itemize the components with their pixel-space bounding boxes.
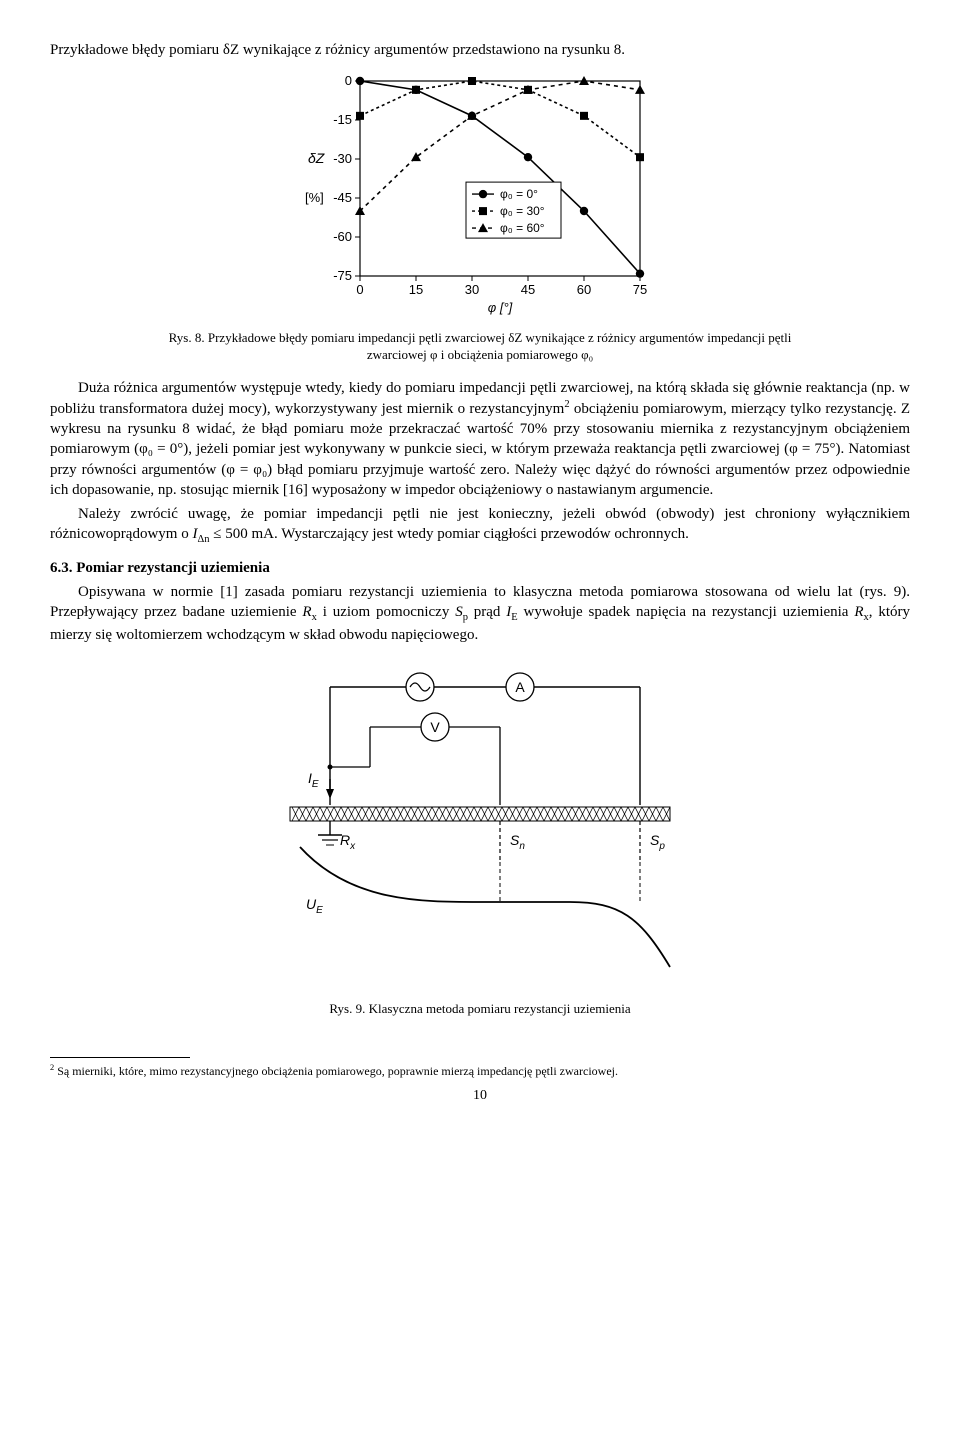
fig8-caption-line2: zwarciowej φ i obciążenia pomiarowego φ₀ bbox=[367, 347, 593, 362]
para3-text-b: i uziom pomocniczy bbox=[317, 604, 455, 620]
svg-text:45: 45 bbox=[521, 282, 535, 297]
svg-text:φ₀ = 60°: φ₀ = 60° bbox=[500, 221, 545, 235]
svg-text:60: 60 bbox=[577, 282, 591, 297]
svg-text:Sp: Sp bbox=[650, 832, 665, 852]
svg-text:30: 30 bbox=[465, 282, 479, 297]
paragraph-1: Duża różnica argumentów występuje wtedy,… bbox=[50, 378, 910, 501]
paragraph-3: Opisywana w normie [1] zasada pomiaru re… bbox=[50, 582, 910, 646]
footnote-text: Są mierniki, które, mimo rezystancyjnego… bbox=[54, 1064, 618, 1078]
svg-text:V: V bbox=[430, 719, 440, 735]
svg-text:-75: -75 bbox=[333, 268, 352, 283]
svg-text:0: 0 bbox=[356, 282, 363, 297]
footnote-rule bbox=[50, 1057, 190, 1058]
svg-text:A: A bbox=[515, 679, 525, 695]
figure-9-caption: Rys. 9. Klasyczna metoda pomiaru rezysta… bbox=[50, 1000, 910, 1018]
svg-text:δZ: δZ bbox=[308, 150, 325, 166]
section-6-3-title: 6.3. Pomiar rezystancji uziemienia bbox=[50, 558, 910, 578]
paragraph-2: Należy zwrócić uwagę, że pomiar impedanc… bbox=[50, 504, 910, 547]
svg-text:75: 75 bbox=[633, 282, 647, 297]
figure-8-caption: Rys. 8. Przykładowe błędy pomiaru impeda… bbox=[50, 329, 910, 364]
page-number: 10 bbox=[50, 1087, 910, 1106]
svg-text:φ₀ = 30°: φ₀ = 30° bbox=[500, 204, 545, 218]
svg-text:-30: -30 bbox=[333, 151, 352, 166]
svg-text:UE: UE bbox=[306, 896, 323, 916]
svg-text:-15: -15 bbox=[333, 112, 352, 127]
svg-text:15: 15 bbox=[409, 282, 423, 297]
fig8-caption-line1: Rys. 8. Przykładowe błędy pomiaru impeda… bbox=[169, 330, 792, 345]
svg-text:φ [°]: φ [°] bbox=[488, 300, 513, 315]
svg-text:-60: -60 bbox=[333, 229, 352, 244]
figure-9-diagram: A V IE Rx Sn Sp UE bbox=[50, 657, 910, 993]
svg-text:Rx: Rx bbox=[340, 832, 356, 852]
svg-text:φ₀ = 0°: φ₀ = 0° bbox=[500, 187, 538, 201]
para2-text-b: ≤ 500 mA. Wystarczający jest wtedy pomia… bbox=[209, 526, 688, 542]
intro-line: Przykładowe błędy pomiaru δZ wynikające … bbox=[50, 40, 910, 60]
svg-text:IE: IE bbox=[308, 770, 319, 790]
para3-text-c: prąd bbox=[468, 604, 506, 620]
footnote-2: 2 Są mierniki, które, mimo rezystancyjne… bbox=[50, 1062, 910, 1079]
svg-text:[%]: [%] bbox=[305, 190, 324, 205]
para3-text-d: wywołuje spadek napięcia na rezystancji … bbox=[518, 604, 855, 620]
svg-text:Sn: Sn bbox=[510, 832, 525, 852]
figure-8-chart: 0 15 30 45 60 75 0 -15 -30 -45 -60 -75 δZ [%] φ [°] φ₀ … bbox=[50, 66, 910, 322]
symbol-Sp: S bbox=[455, 604, 463, 620]
svg-text:-45: -45 bbox=[333, 190, 352, 205]
symbol-Rx: R bbox=[302, 604, 311, 620]
svg-text:0: 0 bbox=[345, 73, 352, 88]
